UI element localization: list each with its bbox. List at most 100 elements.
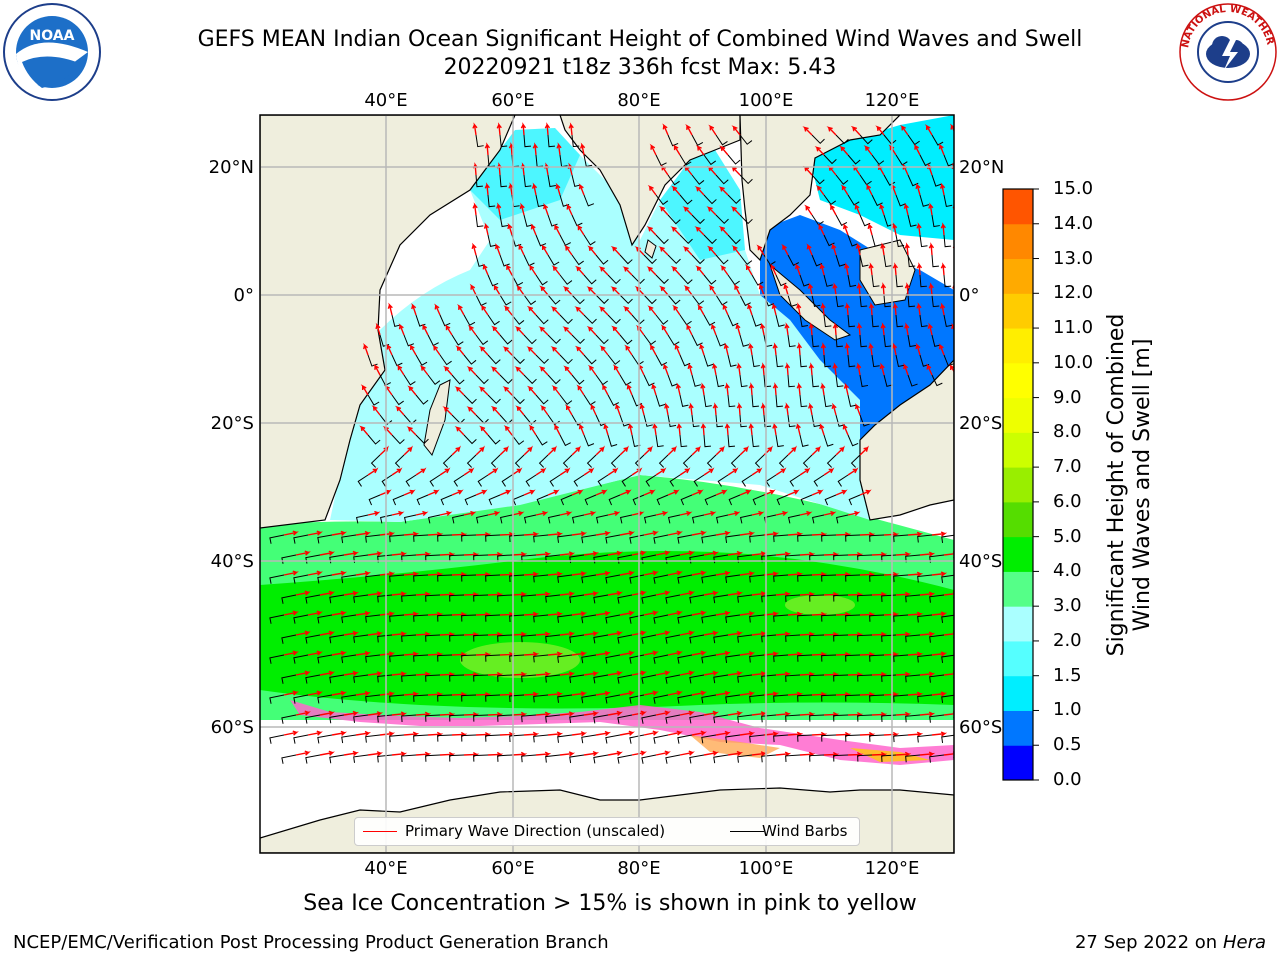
wind-barb [449, 634, 465, 642]
wind-barb [593, 674, 609, 684]
wave-direction-arrow [391, 551, 408, 557]
wind-barb [893, 534, 909, 543]
wave-direction-arrow [583, 710, 600, 717]
wave-direction-arrow [551, 385, 561, 396]
wind-barb [485, 534, 501, 542]
wave-direction-arrow [748, 342, 754, 356]
wave-direction-arrow [619, 570, 635, 576]
wave-direction-arrow [403, 445, 413, 456]
wave-direction-arrow [331, 530, 347, 536]
wave-direction-arrow [904, 322, 910, 336]
wind-barb [739, 134, 753, 145]
wind-barb [584, 494, 597, 506]
wave-direction-arrow [679, 710, 695, 716]
colorbar-tick-label: 1.0 [1053, 699, 1082, 721]
wind-barb [487, 194, 496, 208]
wave-direction-arrow [379, 651, 396, 657]
wind-barb [381, 474, 393, 487]
wind-barb [370, 454, 381, 468]
wind-barb [703, 274, 717, 285]
wind-barb [847, 274, 857, 288]
wind-barb [655, 314, 669, 325]
wave-direction-arrow [913, 143, 921, 156]
wave-direction-arrow [700, 422, 707, 436]
wave-direction-arrow [735, 322, 741, 336]
wind-barb [835, 374, 844, 388]
wind-barb [701, 534, 717, 544]
wind-barb [643, 254, 657, 265]
wave-direction-arrow [915, 342, 921, 356]
colorbar-tick-label: 1.5 [1053, 664, 1082, 686]
wind-barb [919, 274, 927, 288]
wind-barb [833, 634, 849, 642]
wind-barb [473, 754, 489, 762]
wave-direction-arrow [751, 751, 768, 757]
wind-barb [749, 614, 765, 623]
wind-barb [751, 434, 760, 448]
wave-direction-arrow [820, 382, 826, 396]
wind-barb [691, 414, 700, 428]
wind-barb [605, 614, 621, 624]
wind-barb [691, 174, 705, 185]
wind-barb [329, 674, 345, 684]
wave-direction-arrow [635, 325, 645, 336]
wind-barb [645, 474, 657, 487]
wind-barb [547, 214, 558, 227]
wave-direction-arrow [787, 445, 797, 456]
wave-direction-arrow [355, 650, 372, 657]
wind-barb [968, 355, 979, 365]
wave-direction-arrow [457, 304, 465, 316]
wind-barb [881, 714, 897, 722]
wind-barb [269, 654, 285, 664]
wind-barb [485, 614, 501, 622]
wind-barb [953, 676, 954, 682]
wind-barb [533, 574, 549, 583]
wave-direction-arrow [823, 510, 837, 517]
wind-barb [691, 134, 704, 146]
wind-barb [293, 574, 309, 584]
wave-direction-arrow [583, 510, 597, 517]
colorbar-band [1003, 189, 1033, 225]
wind-barb [776, 494, 789, 506]
wind-barb [715, 174, 729, 185]
wind-barb [809, 594, 825, 602]
wave-direction-arrow [842, 223, 849, 236]
wind-barb [607, 434, 618, 447]
wind-barb [881, 634, 897, 642]
wind-barb [425, 594, 441, 602]
wave-direction-arrow [819, 422, 825, 436]
chart-title: GEFS MEAN Indian Ocean Significant Heigh… [197, 27, 1083, 52]
wave-direction-arrow [610, 245, 621, 256]
wave-direction-arrow [703, 467, 715, 476]
wave-direction-arrow [419, 365, 429, 376]
wind-barb [581, 614, 597, 624]
wave-direction-arrow [394, 405, 405, 416]
wave-direction-arrow [535, 631, 552, 637]
wave-direction-arrow [748, 382, 755, 396]
wind-barb [727, 154, 741, 165]
sea-ice-thick [690, 735, 780, 758]
wave-direction-arrow [888, 144, 897, 156]
wind-barb [473, 714, 489, 722]
wind-barb [931, 174, 942, 187]
wave-direction-arrow [931, 571, 948, 577]
wind-barb [881, 554, 897, 562]
wave-direction-arrow [835, 445, 845, 456]
wave-direction-arrow [471, 242, 477, 256]
wind-barb [883, 334, 892, 348]
wave-direction-arrow [595, 530, 612, 537]
wind-barb [377, 714, 393, 723]
wind-barb [677, 534, 693, 544]
wave-direction-arrow [415, 467, 427, 476]
sea-ice-caption: Sea Ice Concentration > 15% is shown in … [303, 891, 917, 916]
wind-barb [655, 274, 669, 285]
wind-barb [367, 354, 378, 367]
wind-barb [703, 394, 712, 408]
wave-direction-arrow [679, 510, 693, 517]
wind-barb [691, 294, 705, 306]
wind-barb [835, 414, 845, 427]
wind-barb [365, 614, 381, 623]
wind-barb [557, 654, 573, 663]
wind-barb [653, 734, 669, 744]
wave-direction-arrow [487, 510, 501, 517]
